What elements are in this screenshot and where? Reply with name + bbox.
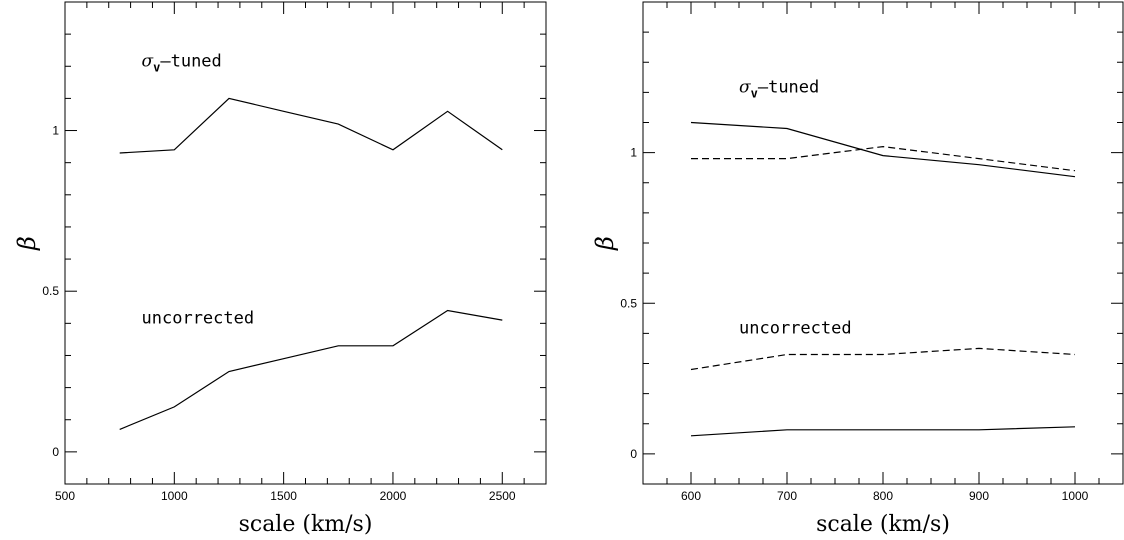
- chart1-frame: [642, 1, 1124, 485]
- chart1-ytick-label: 1: [630, 146, 637, 160]
- chart0-annotation-0: σv–tuned: [142, 51, 222, 74]
- chart0-ytick-label: 0.5: [42, 284, 59, 298]
- chart0-xtick-label: 500: [55, 489, 75, 503]
- chart1-series-0-line: [690, 121, 1076, 178]
- chart0-ytick-label: 1: [52, 124, 59, 138]
- chart1-xtick-label: 800: [873, 489, 893, 503]
- chart0-xtick-label: 2500: [489, 489, 516, 503]
- chart0-frame: [64, 1, 547, 485]
- chart1-ytick-label: 0.5: [620, 296, 637, 310]
- chart1-xtick-label: 1000: [1062, 489, 1089, 503]
- chart0-series-1-line: [119, 309, 503, 430]
- chart1-xlabel: scale (km/s): [816, 512, 950, 537]
- chart1-series-3-line: [690, 426, 1076, 437]
- chart1-xtick-label: 600: [681, 489, 701, 503]
- chart1-series-1-line: [691, 145, 1076, 172]
- chart1-series-2-line: [690, 347, 1076, 371]
- chart0-ylabel: β: [13, 236, 41, 251]
- chart1-xtick-label: 700: [777, 489, 797, 503]
- chart0-ytick-label: 0: [52, 445, 59, 459]
- chart0-xtick-label: 1500: [270, 489, 297, 503]
- chart0-annotation-1: uncorrected: [142, 308, 255, 328]
- chart0-xtick-label: 1000: [161, 489, 188, 503]
- chart1-ylabel: β: [591, 236, 619, 251]
- chart1-xtick-label: 900: [969, 489, 989, 503]
- right-chart: 600 700 800 900 1000 0 0.5 1 scale (km/s) β σv–tun…: [591, 1, 1124, 537]
- chart1-ytick-label: 0: [630, 447, 637, 461]
- chart0-xlabel: scale (km/s): [239, 512, 373, 537]
- chart0-series-0-line: [119, 97, 503, 154]
- chart0-xtick-label: 2000: [380, 489, 407, 503]
- left-chart: 500 1000 1500 2000 2500 0 0.5 1 scale (km/s) β σv–…: [13, 1, 547, 537]
- chart1-annotation-1: uncorrected: [739, 318, 852, 338]
- chart1-annotation-0: σv–tuned: [739, 77, 819, 100]
